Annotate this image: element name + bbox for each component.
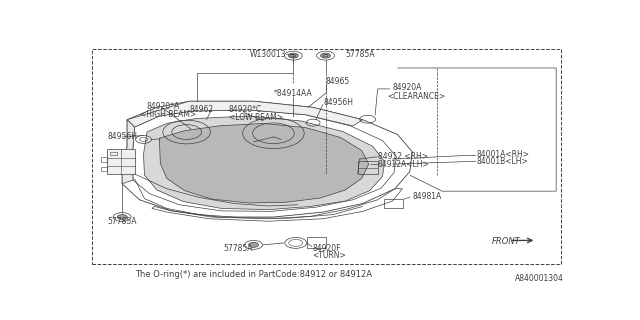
Text: 84920*C: 84920*C	[229, 105, 262, 114]
Text: 57785A: 57785A	[346, 50, 375, 59]
Bar	[101, 166, 108, 172]
Bar	[101, 157, 108, 162]
Bar	[383, 198, 403, 208]
Text: 84920A: 84920A	[392, 83, 422, 92]
Text: <LOW BEAM>: <LOW BEAM>	[229, 113, 283, 122]
Text: 84920*A: 84920*A	[147, 102, 180, 111]
Circle shape	[288, 53, 298, 58]
Polygon shape	[122, 120, 134, 184]
Text: 84962: 84962	[190, 105, 214, 114]
Text: 84981A: 84981A	[412, 192, 442, 201]
Polygon shape	[143, 116, 385, 210]
Polygon shape	[127, 101, 363, 127]
Circle shape	[117, 215, 127, 220]
Text: 84001B<LH>: 84001B<LH>	[477, 157, 529, 166]
Text: 84956H: 84956H	[108, 132, 138, 141]
Text: *84914AA: *84914AA	[273, 89, 312, 98]
Circle shape	[321, 53, 330, 58]
Text: FRONT: FRONT	[492, 237, 520, 246]
Text: W130013: W130013	[250, 50, 286, 59]
Bar	[92, 50, 561, 264]
Bar	[358, 161, 378, 174]
Text: 84956H: 84956H	[323, 98, 353, 107]
Text: <HIGH BEAM>: <HIGH BEAM>	[140, 109, 196, 118]
Text: 84965: 84965	[326, 77, 350, 86]
Text: The O-ring(*) are included in PartCode:84912 or 84912A: The O-ring(*) are included in PartCode:8…	[135, 270, 372, 279]
Polygon shape	[159, 124, 369, 203]
Text: 57785A: 57785A	[224, 244, 253, 253]
Text: A840001304: A840001304	[515, 274, 564, 283]
Bar	[110, 152, 117, 156]
Bar	[307, 237, 326, 248]
Text: <CLEARANCE>: <CLEARANCE>	[388, 92, 445, 101]
Bar	[108, 149, 134, 174]
Text: 84001A<RH>: 84001A<RH>	[477, 150, 530, 159]
Text: 57785A: 57785A	[108, 218, 137, 227]
Text: <TURN>: <TURN>	[312, 251, 346, 260]
Text: 84912 <RH>: 84912 <RH>	[378, 152, 428, 161]
Text: 84920F: 84920F	[312, 244, 340, 253]
Circle shape	[248, 243, 259, 247]
Text: 84912A<LH>: 84912A<LH>	[378, 160, 429, 169]
